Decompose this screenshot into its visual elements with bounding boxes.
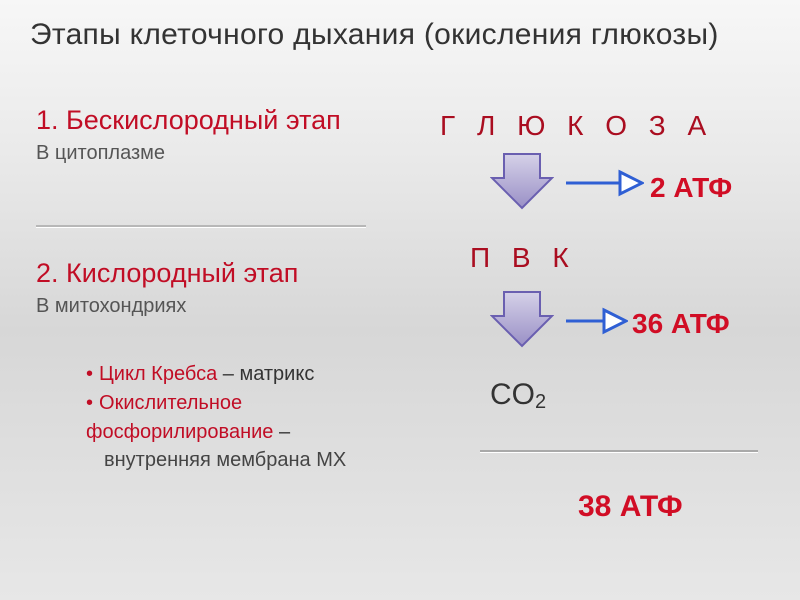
atp-36-label: 36 АТФ xyxy=(632,308,730,340)
atp-38-total-label: 38 АТФ xyxy=(578,490,683,524)
stage-2-block: 2. Кислородный этап В митохондриях xyxy=(36,258,396,318)
bullet-list: •Цикл Кребса – матрикс •Окислительное фо… xyxy=(86,360,416,472)
down-arrow-icon xyxy=(490,288,554,350)
label-glucose: Г Л Ю К О З А xyxy=(440,110,713,142)
label-co2: CO2 xyxy=(490,378,546,414)
stage-2-location: В митохондриях xyxy=(36,295,396,318)
bullet-2-rest: – xyxy=(273,421,290,443)
bullet-dot-icon: • xyxy=(86,363,93,385)
stage-2-heading: 2. Кислородный этап xyxy=(36,258,396,289)
co2-text: CO xyxy=(490,378,535,411)
down-arrow-icon xyxy=(490,150,554,212)
bullet-2-term: Окислительное фосфорилирование xyxy=(86,392,273,443)
stage-1-location: В цитоплазме xyxy=(36,142,366,165)
page-title: Этапы клеточного дыхания (окисления глюк… xyxy=(30,18,770,52)
right-arrow-icon xyxy=(564,306,628,336)
right-arrow-icon xyxy=(564,168,644,198)
label-pvk: П В К xyxy=(470,242,576,274)
stage-1-block: 1. Бескислородный этап В цитоплазме xyxy=(36,105,366,165)
atp-2-label: 2 АТФ xyxy=(650,172,732,204)
bullet-2-subline: внутренняя мембрана МХ xyxy=(104,449,416,472)
co2-subscript: 2 xyxy=(535,391,546,413)
divider-right xyxy=(480,450,758,453)
bullet-1-rest: – матрикс xyxy=(217,363,314,385)
stage-1-heading: 1. Бескислородный этап xyxy=(36,105,366,136)
bullet-dot-icon: • xyxy=(86,392,93,414)
bullet-1-term: Цикл Кребса xyxy=(99,363,217,385)
bullet-2: •Окислительное фосфорилирование – xyxy=(86,389,416,447)
divider-left xyxy=(36,225,366,228)
bullet-1: • Цикл Кребса – матрикс xyxy=(86,360,416,389)
